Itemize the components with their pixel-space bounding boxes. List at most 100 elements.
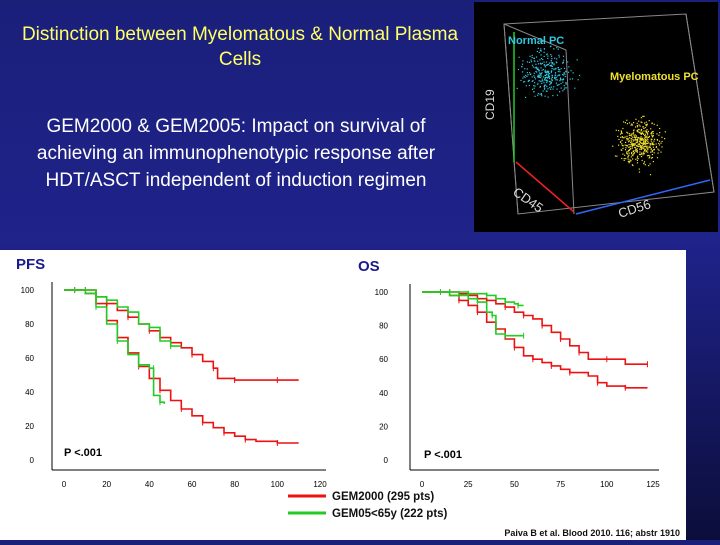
normal-pc-point [551, 62, 554, 64]
myelo-pc-point [659, 127, 661, 130]
myelo-pc-point [630, 141, 632, 144]
normal-pc-point [557, 71, 559, 73]
normal-pc-point [548, 80, 550, 83]
myelo-pc-point [637, 155, 639, 157]
myelo-pc-point [630, 160, 632, 162]
myelo-pc-point [635, 126, 637, 128]
normal-pc-point [517, 68, 520, 71]
myelo-pc-point [628, 140, 630, 142]
normal-pc-point [546, 64, 548, 66]
myelo-pc-point [648, 120, 650, 122]
myelo-pc-point [636, 150, 638, 152]
normal-pc-point [540, 74, 542, 76]
myelo-pc-point [642, 126, 644, 128]
normal-pc-point [556, 58, 558, 60]
normal-pc-point [544, 95, 546, 97]
normal-pc-point [553, 86, 555, 88]
normal-pc-point [553, 69, 555, 71]
normal-pc-point [525, 85, 527, 87]
pfs-x-tick-label: 60 [188, 480, 197, 489]
normal-pc-point [565, 70, 567, 72]
myelo-pc-point [633, 136, 635, 138]
normal-pc-point [538, 70, 540, 72]
normal-pc-point [536, 68, 539, 70]
myelo-pc-point [632, 155, 634, 157]
normal-pc-point [539, 50, 541, 52]
myelo-pc-point [636, 148, 638, 150]
cube-points [516, 40, 666, 176]
normal-pc-point [552, 95, 554, 97]
myelo-pc-point [647, 145, 649, 147]
myelo-pc-point [649, 144, 651, 146]
normal-pc-point [523, 75, 525, 78]
myelo-pc-point [636, 159, 638, 161]
normal-pc-point [545, 74, 548, 76]
normal-pc-point [562, 61, 564, 63]
normal-pc-point [550, 61, 552, 63]
normal-pc-point [542, 80, 544, 82]
normal-pc-point [562, 79, 564, 81]
myelo-pc-point [631, 123, 633, 125]
normal-pc-point [532, 66, 534, 68]
myelo-pc-point [652, 130, 654, 133]
pfs-y-tick-label: 20 [25, 422, 34, 431]
myelo-pc-point [644, 122, 646, 124]
normal-pc-point [551, 65, 553, 67]
normal-pc-point [558, 74, 560, 77]
myelo-pc-point [646, 135, 648, 137]
normal-pc-point [557, 84, 559, 86]
myelo-pc-point [638, 168, 640, 170]
normal-pc-point [544, 69, 546, 71]
myelo-pc-point [637, 144, 639, 146]
myelo-pc-point [640, 136, 642, 138]
normal-pc-point [564, 73, 566, 75]
myelo-pc-point [636, 142, 638, 144]
normal-pc-point [551, 78, 553, 80]
normal-pc-point [544, 65, 546, 67]
myelo-pc-point [646, 147, 648, 149]
normal-pc-point [521, 63, 524, 65]
myelo-pc-point [633, 129, 635, 131]
myelo-pc-point [644, 135, 646, 137]
normal-pc-point [554, 57, 556, 59]
myelo-pc-point [621, 144, 623, 146]
myelo-pc-point [655, 146, 658, 148]
myelo-pc-point [650, 148, 652, 150]
myelo-pc-point [621, 157, 623, 160]
os-green-curve-2 [422, 291, 524, 337]
normal-pc-point [547, 71, 549, 73]
normal-pc-point [558, 69, 560, 71]
normal-pc-point [539, 76, 541, 79]
myelo-pc-point [660, 142, 662, 144]
normal-pc-point [551, 79, 553, 81]
myelo-pc-point [648, 142, 650, 144]
normal-pc-point [538, 80, 540, 82]
pfs-x-tick-label: 120 [313, 480, 327, 489]
myelo-pc-point [643, 150, 646, 152]
normal-pc-point [535, 70, 537, 73]
myelo-pc-point [658, 144, 661, 146]
normal-pc-point [550, 59, 552, 62]
myelo-pc-point [636, 157, 638, 159]
myelo-pc-point [658, 142, 660, 145]
normal-pc-point [534, 76, 536, 78]
normal-pc-point [531, 54, 533, 57]
myelo-pc-point [630, 152, 633, 155]
normal-pc-point [534, 67, 536, 69]
normal-pc-point [525, 74, 527, 76]
myelo-pc-point [650, 157, 653, 159]
normal-pc-point [537, 63, 540, 65]
os-p-value: P <.001 [424, 449, 462, 461]
myelo-pc-point [647, 148, 649, 150]
myelo-pc-point [629, 137, 631, 139]
myelo-pc-point [641, 121, 643, 124]
myelo-pc-point [641, 148, 643, 150]
myelo-pc-point [628, 149, 630, 151]
myelo-pc-point [630, 134, 632, 136]
normal-pc-point [551, 70, 553, 72]
normal-pc-point [542, 76, 545, 78]
myelo-pc-point [626, 139, 628, 141]
myelo-pc-point [652, 161, 654, 163]
normal-pc-point [540, 57, 543, 60]
normal-pc-point [577, 79, 579, 81]
